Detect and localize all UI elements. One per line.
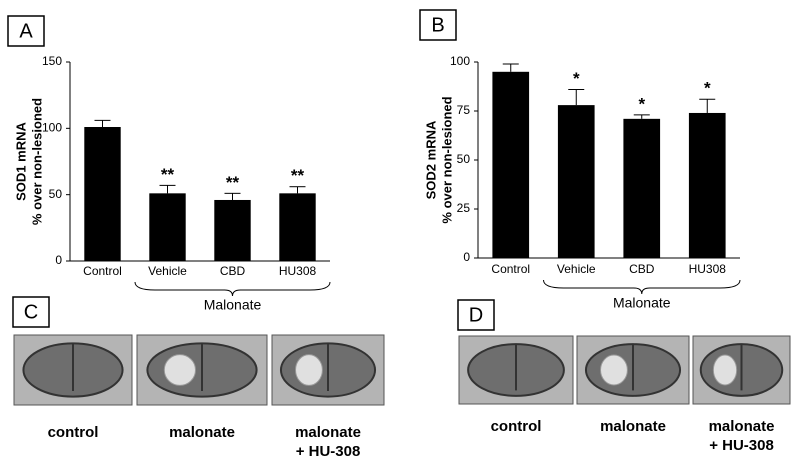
bar: [149, 193, 186, 261]
image-caption: malonate: [600, 418, 666, 435]
image-caption: control: [48, 424, 99, 441]
image-caption: + HU-308: [709, 437, 774, 454]
image-caption: + HU-308: [296, 443, 361, 460]
panel-label-box: [12, 296, 50, 328]
x-tick-label: Control: [83, 264, 122, 278]
x-tick-label: CBD: [629, 262, 655, 276]
significance-mark: *: [704, 79, 711, 98]
lesion: [163, 354, 196, 386]
significance-mark: *: [638, 94, 645, 113]
panel-label-box: [457, 299, 495, 331]
x-tick-label: Vehicle: [557, 262, 596, 276]
x-tick-label: CBD: [220, 264, 246, 278]
bar: [557, 105, 595, 259]
y-tick-label: 0: [463, 250, 470, 264]
group-brace: [134, 281, 331, 297]
bar: [84, 127, 121, 261]
x-tick-label: HU308: [279, 264, 317, 278]
y-tick-label: 100: [42, 121, 62, 135]
panel-label-box: [419, 9, 457, 41]
y-axis-label: % over non-lesioned: [29, 98, 44, 225]
panel-label-box: [7, 15, 45, 47]
significance-mark: **: [291, 166, 305, 185]
y-tick-label: 50: [457, 152, 471, 166]
image-caption: control: [491, 418, 542, 435]
panel-label: B: [431, 14, 444, 36]
panel-label: A: [19, 20, 33, 42]
y-axis-label: SOD1 mRNA: [13, 122, 28, 201]
x-tick-label: Control: [491, 262, 530, 276]
image-caption: malonate: [295, 424, 361, 441]
y-axis-label: % over non-lesioned: [439, 96, 454, 223]
lesion: [295, 354, 323, 386]
bar: [214, 199, 251, 261]
lesion: [600, 354, 628, 386]
significance-mark: **: [161, 165, 175, 184]
x-tick-label: Vehicle: [148, 264, 187, 278]
lesion: [712, 354, 738, 386]
y-tick-label: 75: [457, 103, 471, 117]
group-label: Malonate: [613, 295, 671, 311]
bar: [688, 112, 726, 259]
y-tick-label: 100: [450, 54, 470, 68]
significance-mark: *: [573, 69, 580, 88]
y-tick-label: 150: [42, 54, 62, 68]
y-axis-label: SOD2 mRNA: [423, 120, 438, 199]
image-caption: malonate: [169, 424, 235, 441]
image-caption: malonate: [709, 418, 775, 435]
y-tick-label: 50: [49, 187, 63, 201]
significance-mark: **: [226, 173, 240, 192]
bar: [623, 118, 661, 258]
x-tick-label: HU308: [689, 262, 727, 276]
panel-label: C: [24, 301, 38, 323]
bar: [279, 193, 316, 261]
y-tick-label: 25: [457, 201, 471, 215]
y-tick-label: 0: [55, 253, 62, 267]
bar: [492, 71, 530, 258]
group-label: Malonate: [204, 297, 262, 313]
group-brace: [543, 279, 741, 295]
panel-label: D: [469, 304, 483, 326]
